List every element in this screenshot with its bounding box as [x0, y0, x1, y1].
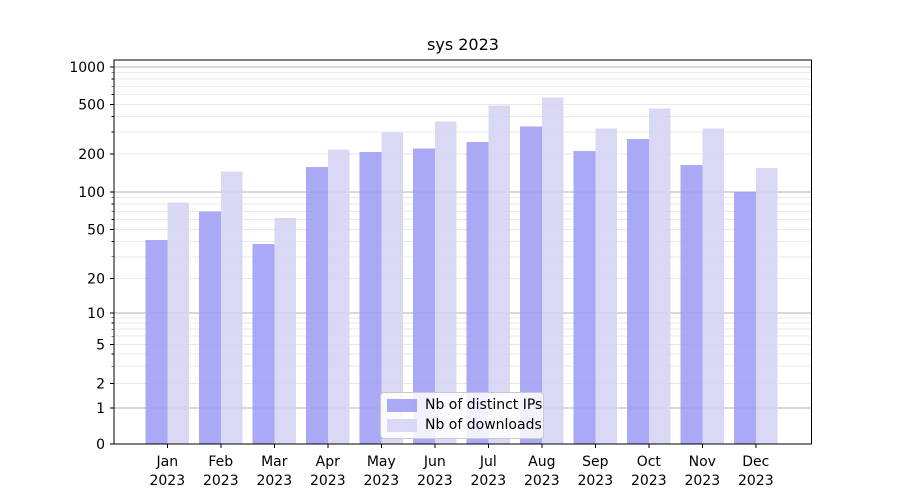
bar-nb-of-distinct-ips-feb — [199, 211, 221, 444]
y-tick-label: 2 — [96, 377, 105, 393]
legend-item-downloads: Nb of downloads — [387, 416, 542, 434]
chart-title: sys 2023 — [427, 35, 499, 54]
bar-nb-of-distinct-ips-aug — [520, 126, 542, 444]
x-tick-label-month: Aug — [528, 454, 555, 470]
x-tick-label-month: Jul — [479, 454, 497, 470]
bar-nb-of-distinct-ips-apr — [306, 166, 328, 445]
bar-nb-of-distinct-ips-nov — [680, 164, 703, 444]
bar-nb-of-distinct-ips-sep — [573, 151, 596, 444]
x-tick-label-month: Sep — [582, 454, 609, 470]
y-tick-label: 10 — [87, 306, 105, 322]
y-tick-label: 500 — [78, 98, 105, 114]
bar-nb-of-distinct-ips-oct — [627, 139, 649, 444]
x-tick-label-year: 2023 — [470, 473, 506, 489]
y-tick-label: 200 — [78, 147, 105, 163]
bar-nb-of-downloads-dec — [755, 167, 778, 444]
x-tick-label-year: 2023 — [256, 473, 292, 489]
x-tick-label-year: 2023 — [203, 473, 239, 489]
bar-nb-of-downloads-apr — [327, 149, 350, 445]
x-tick-label-year: 2023 — [363, 473, 399, 489]
bar-nb-of-downloads-oct — [648, 108, 671, 445]
bar-nb-of-downloads-aug — [541, 97, 564, 445]
plot-border — [113, 59, 812, 445]
bar-nb-of-distinct-ips-mar — [252, 244, 275, 444]
legend-item-distinct-ips: Nb of distinct IPs — [387, 397, 543, 414]
x-tick-label-year: 2023 — [417, 473, 453, 489]
legend: Nb of distinct IPs Nb of downloads — [380, 392, 544, 439]
x-tick-label-year: 2023 — [149, 473, 185, 489]
bar-nb-of-distinct-ips-jan — [145, 240, 168, 444]
legend-label-downloads: Nb of downloads — [425, 416, 542, 433]
x-tick-label-month: Mar — [261, 454, 288, 470]
bar-nb-of-distinct-ips-jul — [466, 142, 489, 445]
y-tick-label: 0 — [96, 437, 105, 453]
legend-swatch-downloads — [387, 418, 417, 432]
x-tick-label-month: May — [367, 454, 396, 470]
bar-nb-of-distinct-ips-dec — [734, 192, 756, 444]
x-tick-label-month: Oct — [637, 454, 662, 470]
x-tick-label-year: 2023 — [310, 473, 346, 489]
bar-nb-of-downloads-sep — [595, 128, 617, 445]
bar-nb-of-distinct-ips-jun — [413, 148, 435, 444]
y-tick-label: 20 — [87, 272, 105, 288]
y-tick-label: 50 — [87, 223, 105, 239]
bar-nb-of-distinct-ips-may — [359, 152, 382, 445]
bar-nb-of-downloads-feb — [220, 171, 243, 444]
x-tick-label-month: Nov — [689, 454, 716, 470]
x-tick-label-month: Apr — [316, 454, 340, 470]
bar-nb-of-downloads-may — [381, 132, 403, 444]
bar-nb-of-downloads-mar — [274, 217, 296, 444]
bar-nb-of-downloads-jan — [167, 202, 189, 444]
x-tick-label-month: Feb — [208, 454, 233, 470]
legend-label-distinct-ips: Nb of distinct IPs — [425, 397, 543, 414]
x-tick-label-year: 2023 — [738, 473, 774, 489]
bar-nb-of-downloads-jun — [434, 121, 457, 444]
x-tick-label-year: 2023 — [577, 473, 613, 489]
y-tick-label: 1000 — [69, 60, 105, 76]
bar-nb-of-downloads-jul — [488, 105, 510, 445]
x-tick-label-month: Jun — [423, 454, 446, 470]
y-tick-label: 5 — [96, 338, 105, 354]
y-tick-label: 1 — [96, 401, 105, 417]
x-tick-label-year: 2023 — [631, 473, 667, 489]
x-tick-label-year: 2023 — [524, 473, 560, 489]
x-tick-label-month: Dec — [742, 454, 769, 470]
bar-nb-of-downloads-nov — [702, 128, 724, 444]
x-tick-label-year: 2023 — [684, 473, 720, 489]
x-tick-label-month: Jan — [156, 454, 179, 470]
y-tick-label: 100 — [78, 185, 105, 201]
legend-swatch-distinct-ips — [387, 399, 417, 413]
